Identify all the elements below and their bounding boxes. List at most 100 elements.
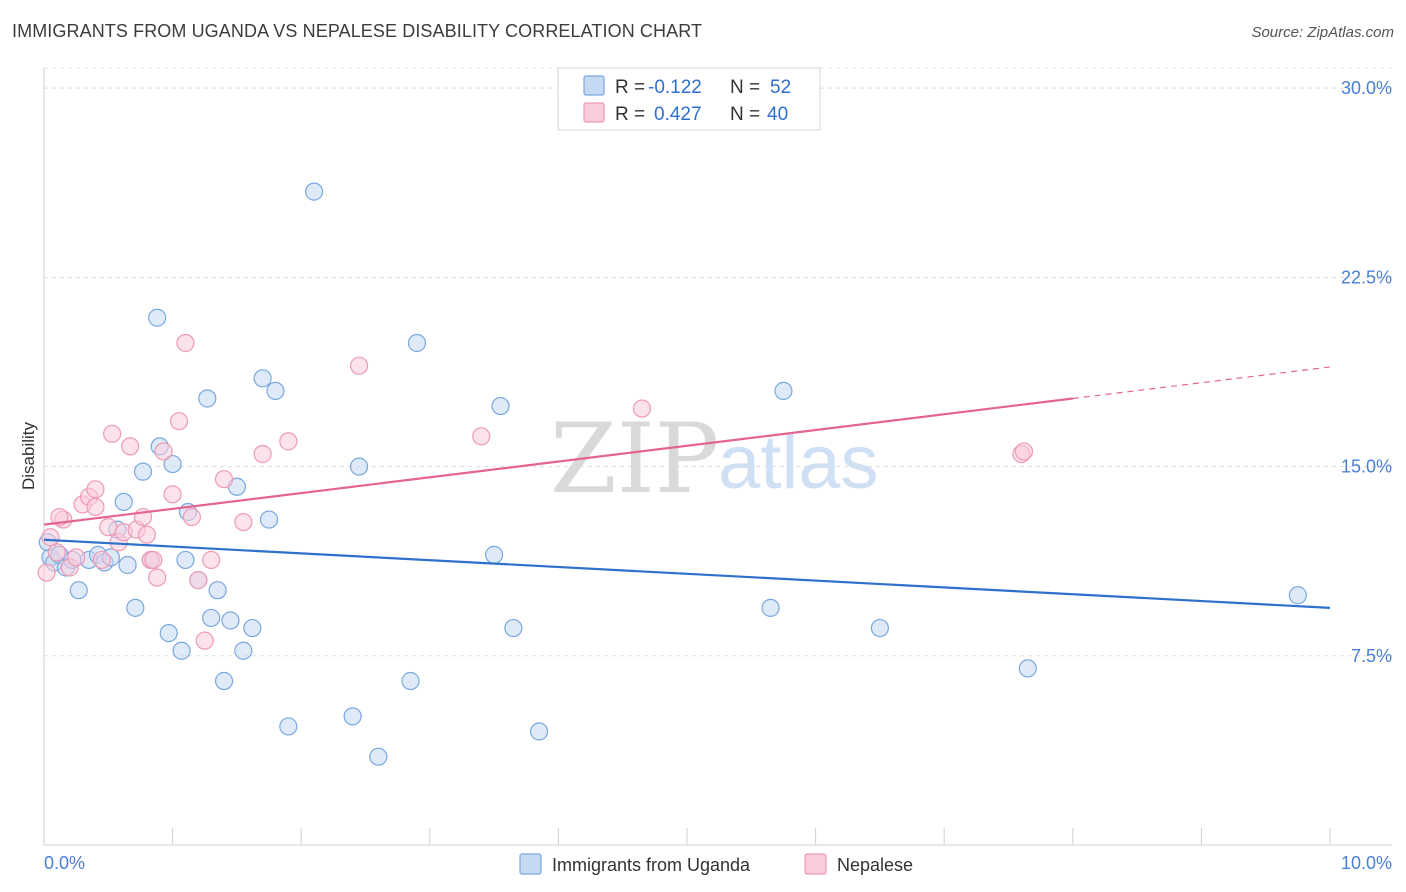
point-nepalese-9 <box>92 550 111 570</box>
point-uganda-37 <box>343 707 362 726</box>
watermark-atlas: atlas <box>718 420 879 505</box>
point-nepalese-22 <box>163 485 182 504</box>
point-nepalese-27 <box>195 631 214 650</box>
gridlines <box>44 67 1392 657</box>
bottom-legend: Immigrants from Uganda Nepalese <box>519 853 913 875</box>
legend-swatch-uganda <box>583 75 605 96</box>
point-nepalese-26 <box>189 571 208 590</box>
x-tick-label-min: 0.0% <box>44 853 85 873</box>
point-nepalese-5 <box>67 548 86 567</box>
point-uganda-42 <box>485 545 504 564</box>
legend-n-label-uganda: N = <box>730 77 760 98</box>
point-uganda-38 <box>349 457 369 476</box>
point-nepalese-33 <box>349 356 369 375</box>
point-nepalese-31 <box>253 444 272 464</box>
point-uganda-31 <box>243 618 262 638</box>
bottom-legend-swatch-nepalese <box>804 853 827 875</box>
point-uganda-36 <box>304 182 324 201</box>
point-uganda-18 <box>159 623 178 643</box>
point-nepalese-34 <box>472 427 491 446</box>
trend-line-uganda <box>43 538 1331 609</box>
bottom-legend-swatch-uganda <box>519 853 542 875</box>
legend-r-value-nepalese: 0.427 <box>654 104 702 125</box>
point-nepalese-30 <box>234 512 253 532</box>
point-uganda-12 <box>118 555 137 575</box>
trend-lines <box>43 366 1331 609</box>
series-nepalese-points <box>37 333 1034 650</box>
point-uganda-35 <box>279 717 298 736</box>
point-uganda-43 <box>491 396 510 416</box>
point-uganda-28 <box>221 611 240 630</box>
point-nepalese-17 <box>137 525 156 544</box>
point-nepalese-0 <box>37 563 56 582</box>
point-nepalese-2 <box>47 543 66 562</box>
legend-n-value-nepalese: 40 <box>767 104 788 125</box>
legend-r-label-nepalese: R = <box>615 104 645 125</box>
point-nepalese-32 <box>279 432 298 451</box>
x-tick-label-max: 10.0% <box>1341 853 1392 873</box>
legend-r-value-uganda: -0.122 <box>648 77 702 98</box>
x-ticks <box>43 828 1331 845</box>
point-nepalese-28 <box>202 550 221 570</box>
point-nepalese-10 <box>99 518 118 537</box>
bottom-legend-label-uganda: Immigrants from Uganda <box>552 855 751 875</box>
y-tick-label-3: 30.0% <box>1341 78 1392 98</box>
point-uganda-45 <box>530 722 549 741</box>
point-uganda-48 <box>870 618 890 638</box>
point-uganda-44 <box>504 618 523 638</box>
y-tick-label-2: 22.5% <box>1341 267 1392 287</box>
y-tick-label-1: 15.0% <box>1341 457 1392 477</box>
point-nepalese-35 <box>632 399 652 418</box>
point-uganda-47 <box>774 381 793 401</box>
point-nepalese-11 <box>103 424 122 443</box>
bottom-legend-label-nepalese: Nepalese <box>837 855 913 875</box>
point-nepalese-24 <box>176 333 195 353</box>
point-uganda-30 <box>234 641 253 660</box>
chart-source: Source: ZipAtlas.com <box>1251 24 1394 41</box>
point-uganda-13 <box>126 598 145 617</box>
point-nepalese-14 <box>121 437 140 456</box>
point-uganda-20 <box>172 641 191 660</box>
point-uganda-34 <box>266 381 285 401</box>
y-axis-label: Disability <box>19 421 38 490</box>
trend-line-nepalese-extension <box>1072 366 1331 400</box>
point-uganda-40 <box>401 671 420 691</box>
point-uganda-11 <box>114 492 133 512</box>
chart-title: IMMIGRANTS FROM UGANDA VS NEPALESE DISAB… <box>12 21 703 41</box>
point-uganda-21 <box>176 550 195 570</box>
legend-swatch-nepalese <box>583 102 605 123</box>
point-nepalese-25 <box>182 507 201 527</box>
point-uganda-46 <box>761 598 780 617</box>
point-nepalese-37 <box>1014 442 1034 461</box>
point-nepalese-20 <box>148 568 167 587</box>
trend-line-nepalese <box>43 397 1073 526</box>
point-uganda-25 <box>202 608 221 628</box>
point-uganda-49 <box>1018 659 1037 678</box>
point-nepalese-21 <box>154 442 173 461</box>
point-uganda-19 <box>163 454 182 474</box>
y-tick-labels: 7.5% 15.0% 22.5% 30.0% <box>1341 78 1392 666</box>
watermark: ZIP atlas <box>550 403 879 515</box>
point-uganda-26 <box>208 581 227 600</box>
point-nepalese-19 <box>144 550 163 570</box>
point-nepalese-23 <box>169 412 189 431</box>
point-uganda-24 <box>198 389 217 408</box>
point-uganda-39 <box>369 747 388 766</box>
point-nepalese-39 <box>86 497 105 517</box>
point-uganda-14 <box>133 462 153 481</box>
point-uganda-50 <box>1288 586 1307 605</box>
point-nepalese-1 <box>41 528 60 547</box>
point-uganda-27 <box>214 671 234 691</box>
top-legend: R = -0.122 N = 52 R = 0.427 N = 40 <box>557 67 821 131</box>
point-uganda-41 <box>407 333 427 353</box>
point-uganda-32 <box>253 369 272 388</box>
point-uganda-16 <box>148 308 167 327</box>
point-uganda-33 <box>259 510 279 529</box>
y-tick-label-0: 7.5% <box>1351 646 1392 666</box>
legend-n-label-nepalese: N = <box>730 104 760 125</box>
legend-n-value-uganda: 52 <box>770 77 791 98</box>
point-nepalese-29 <box>214 470 234 489</box>
point-uganda-5 <box>69 581 88 600</box>
point-nepalese-8 <box>86 480 105 499</box>
